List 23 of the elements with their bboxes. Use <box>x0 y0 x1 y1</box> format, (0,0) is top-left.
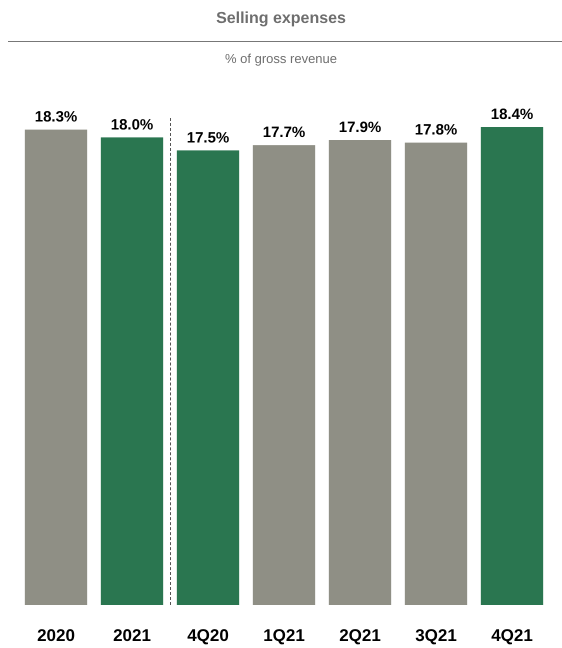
bar <box>252 145 316 605</box>
bar <box>100 137 164 605</box>
data-label: 17.8% <box>414 122 458 139</box>
data-label: 17.7% <box>262 124 306 142</box>
x-tick-label: 3Q21 <box>415 626 457 645</box>
chart-title: Selling expenses <box>215 10 347 28</box>
x-tick-label: 1Q21 <box>263 626 305 645</box>
x-tick-label: 2021 <box>113 626 151 645</box>
data-label: 18.3% <box>34 108 78 126</box>
data-label: 18.4% <box>490 106 534 123</box>
data-label: 17.9% <box>338 118 382 136</box>
data-label: 17.5% <box>186 129 230 146</box>
chart-subtitle: % of gross revenue <box>224 51 338 66</box>
bar <box>176 150 240 605</box>
bar <box>480 127 544 605</box>
x-tick-label: 4Q20 <box>187 626 229 645</box>
bar <box>24 130 88 605</box>
x-tick-label: 2Q21 <box>339 626 381 645</box>
bar <box>328 140 392 605</box>
bar <box>404 142 468 605</box>
data-label: 18.0% <box>110 116 154 134</box>
x-tick-label: 2020 <box>37 626 75 645</box>
x-tick-label: 4Q21 <box>491 626 533 645</box>
